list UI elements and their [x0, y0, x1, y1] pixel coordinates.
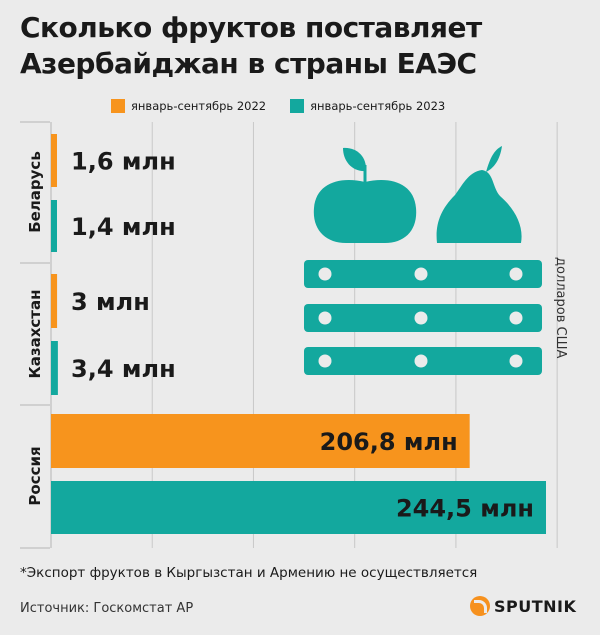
data-label-2-0: 206,8 млн	[320, 428, 458, 456]
title-line-2: Азербайджан в страны ЕАЭС	[20, 47, 477, 80]
source-note: Источник: Госкомстат АР	[20, 601, 194, 616]
crate-bolt-0-0	[318, 267, 332, 281]
bar-2-1	[51, 481, 546, 534]
pear-icon	[436, 170, 522, 243]
bar-2-0	[51, 414, 470, 468]
data-label-1-1: 3,4 млн	[71, 355, 176, 383]
crate-bolt-1-0	[318, 311, 332, 325]
crate-bolt-2-0	[318, 354, 332, 368]
title-line-1: Сколько фруктов поставляет	[20, 11, 482, 44]
legend-swatch-2022	[111, 99, 125, 113]
bar-0-1	[51, 200, 57, 252]
legend: январь-сентябрь 2022 январь-сентябрь 202…	[111, 99, 469, 113]
pear-leaf-icon	[486, 146, 502, 172]
page-title: Сколько фруктов поставляет Азербайджан в…	[20, 10, 590, 82]
bar-1-1	[51, 341, 58, 395]
sputnik-logo-text: SPUTNIK	[494, 596, 577, 616]
crate-bolt-1-1	[414, 311, 428, 325]
crate-bolt-2-2	[509, 354, 523, 368]
bar-0-0	[51, 134, 57, 187]
unit-label-container: долларов США	[553, 257, 568, 359]
bar-chart: Беларусь Казахстан Россия 1,6 млн 1,4 млн 3 м…	[20, 121, 558, 549]
category-label-0: Беларусь	[26, 151, 44, 233]
bar-1-0	[51, 274, 58, 328]
legend-swatch-2023	[290, 99, 305, 113]
unit-label: долларов США	[553, 257, 568, 359]
crate-bolt-0-1	[414, 267, 428, 281]
legend-label-2022: январь-сентябрь 2022	[131, 99, 267, 113]
legend-label-2023: январь-сентябрь 2023	[310, 99, 446, 113]
data-label-1-0: 3 млн	[71, 288, 150, 316]
apple-leaf-icon	[343, 147, 367, 172]
crate-bolt-2-1	[414, 354, 428, 368]
sputnik-logo: SPUTNIK	[470, 596, 576, 616]
data-label-0-0: 1,6 млн	[71, 148, 176, 176]
data-label-0-1: 1,4 млн	[71, 213, 176, 241]
legend-item-2022: январь-сентябрь 2022	[111, 99, 266, 113]
footnote: *Экспорт фруктов в Кыргызстан и Армению …	[20, 565, 478, 581]
apple-icon	[313, 179, 417, 243]
category-label-2: Россия	[26, 446, 44, 505]
legend-item-2023: январь-сентябрь 2023	[290, 99, 445, 113]
category-label-1: Казахстан	[26, 290, 44, 379]
data-label-2-1: 244,5 млн	[396, 495, 534, 523]
sputnik-logo-icon	[470, 596, 490, 616]
crate-bolt-0-2	[509, 267, 523, 281]
crate-bolt-1-2	[509, 311, 523, 325]
